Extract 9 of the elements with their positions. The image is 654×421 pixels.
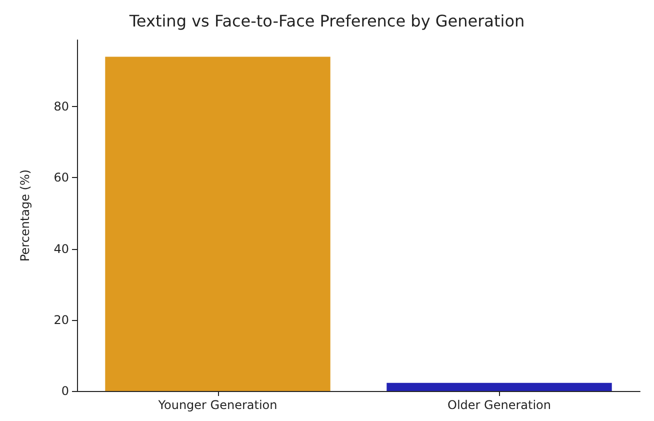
x-tick-label: Older Generation	[448, 398, 551, 412]
y-axis-title: Percentage (%)	[18, 169, 32, 262]
y-tick-label: 80	[54, 100, 69, 114]
y-tick-label: 0	[61, 384, 69, 398]
y-tick-label: 40	[54, 242, 69, 256]
y-tick-label: 60	[54, 170, 69, 185]
y-tick-label: 20	[54, 312, 69, 327]
x-tick-label: Younger Generation	[157, 398, 278, 412]
chart-title: Texting vs Face-to-Face Preference by Generation	[128, 12, 525, 30]
